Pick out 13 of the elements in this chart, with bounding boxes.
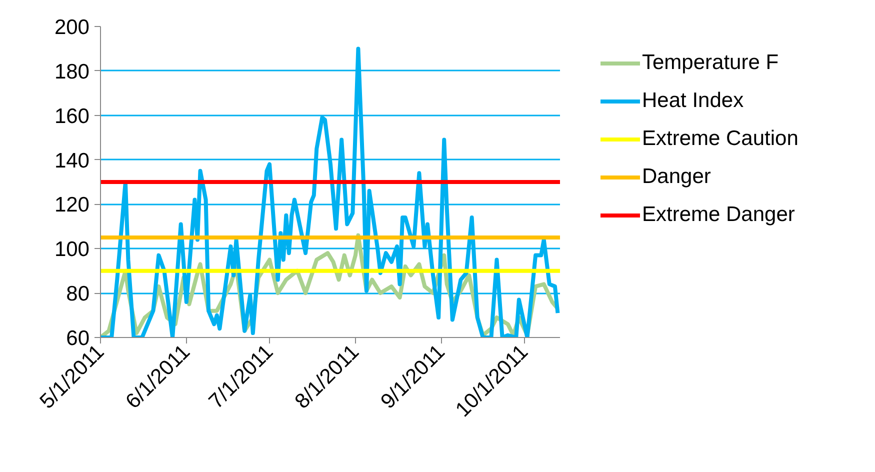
legend-label: Danger: [642, 165, 711, 189]
legend-label: Heat Index: [642, 89, 744, 113]
legend-label: Extreme Caution: [642, 127, 798, 151]
y-tick-label: 80: [66, 282, 90, 306]
y-tick-label: 160: [54, 104, 90, 128]
y-tick-label: 180: [54, 60, 90, 84]
y-tick-label: 140: [54, 149, 90, 172]
y-tick-label: 60: [66, 327, 90, 350]
legend-label: Temperature F: [642, 51, 779, 75]
y-tick-label: 120: [54, 194, 90, 217]
y-tick-label: 100: [54, 238, 90, 262]
y-tick-label: 200: [54, 16, 90, 39]
legend-label: Extreme Danger: [642, 203, 795, 227]
